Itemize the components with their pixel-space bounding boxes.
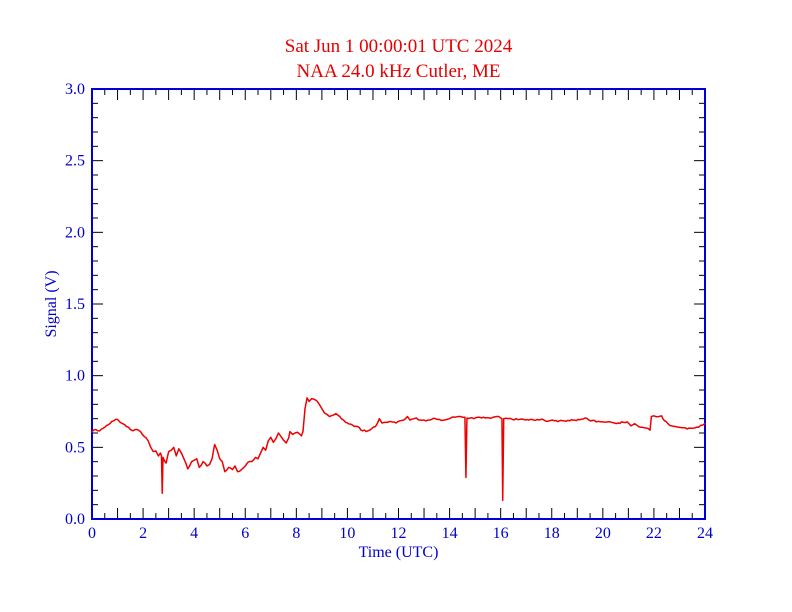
y-tick-label: 2.5 — [65, 153, 85, 170]
y-tick-label: 0.5 — [65, 439, 85, 456]
x-tick-label: 4 — [190, 525, 198, 542]
x-tick-label: 20 — [595, 525, 611, 542]
y-tick-label: 1.5 — [65, 296, 85, 313]
x-tick-label: 2 — [139, 525, 147, 542]
y-tick-label: 2.0 — [65, 224, 85, 241]
y-tick-label: 0.0 — [65, 511, 85, 528]
plot-frame — [91, 88, 706, 520]
x-axis-label: Time (UTC) — [358, 544, 439, 561]
signal-trace — [91, 397, 706, 502]
y-tick-label: 3.0 — [65, 81, 85, 98]
x-tick-label: 14 — [442, 525, 458, 542]
y-tick-label: 1.0 — [65, 368, 85, 385]
x-tick-label: 6 — [241, 525, 249, 542]
x-tick-label: 22 — [646, 525, 662, 542]
chart-subtitle: NAA 24.0 kHz Cutler, ME — [296, 61, 501, 82]
chart-title: Sat Jun 1 00:00:01 UTC 2024 — [284, 36, 513, 57]
x-tick-label: 18 — [544, 525, 560, 542]
chart-header: Sat Jun 1 00:00:01 UTC 2024 NAA 24.0 kHz… — [92, 34, 705, 84]
y-axis-label: Signal (V) — [43, 270, 60, 338]
x-tick-label: 0 — [88, 525, 96, 542]
x-tick-label: 12 — [391, 525, 407, 542]
x-tick-label: 24 — [697, 525, 713, 542]
x-tick-label: 10 — [339, 525, 355, 542]
x-tick-label: 8 — [292, 525, 300, 542]
x-tick-label: 16 — [493, 525, 509, 542]
